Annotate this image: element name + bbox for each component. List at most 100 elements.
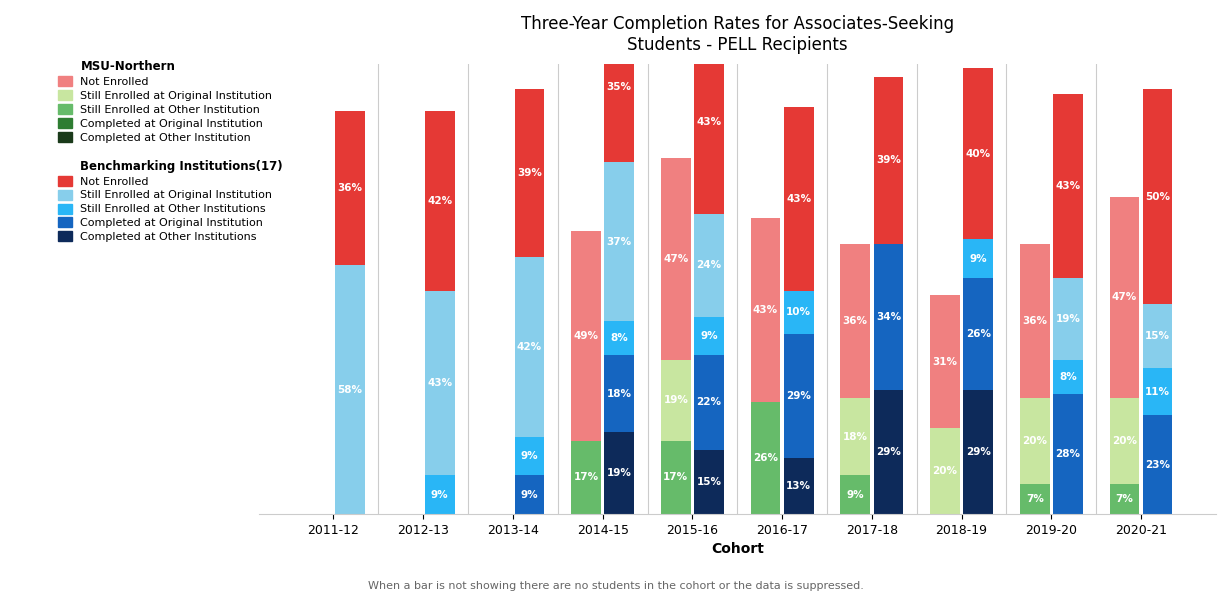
Bar — [964, 68, 993, 240]
Text: 9%: 9% — [431, 490, 448, 500]
Bar — [515, 475, 544, 514]
Bar — [694, 355, 724, 450]
Text: 35%: 35% — [607, 82, 632, 92]
Text: 9%: 9% — [700, 331, 718, 341]
Bar — [1142, 368, 1172, 415]
Bar — [571, 441, 601, 514]
Text: 15%: 15% — [1145, 331, 1171, 341]
Text: 26%: 26% — [753, 453, 778, 463]
Bar — [751, 218, 780, 402]
Text: 10%: 10% — [787, 308, 811, 317]
Text: 19%: 19% — [664, 395, 688, 405]
Text: 36%: 36% — [337, 183, 363, 193]
Text: 28%: 28% — [1055, 449, 1081, 459]
Bar — [604, 162, 634, 321]
Bar — [964, 390, 993, 514]
Bar — [874, 390, 904, 514]
Text: 26%: 26% — [965, 329, 991, 339]
Text: 39%: 39% — [517, 168, 542, 178]
Text: 37%: 37% — [607, 237, 632, 247]
Text: 20%: 20% — [1112, 436, 1137, 446]
Bar — [604, 355, 634, 433]
Bar — [1054, 359, 1083, 394]
Bar — [784, 458, 814, 514]
Bar — [694, 214, 724, 317]
Bar — [1142, 415, 1172, 514]
Bar — [694, 29, 724, 214]
Text: 40%: 40% — [965, 149, 991, 159]
Text: 9%: 9% — [521, 490, 538, 500]
Bar — [784, 107, 814, 291]
Bar — [841, 475, 870, 514]
Text: 43%: 43% — [1055, 181, 1081, 191]
Text: 20%: 20% — [933, 466, 958, 476]
Bar — [515, 89, 544, 256]
Bar — [964, 278, 993, 390]
Bar — [425, 475, 454, 514]
Text: 11%: 11% — [1145, 387, 1171, 397]
Bar — [1020, 244, 1050, 398]
Bar — [1054, 93, 1083, 278]
Text: 47%: 47% — [1112, 292, 1137, 302]
Bar — [515, 437, 544, 475]
Text: 9%: 9% — [969, 254, 987, 264]
Text: 7%: 7% — [1115, 494, 1134, 504]
Bar — [1109, 196, 1139, 398]
Legend: MSU-Northern, Not Enrolled, Still Enrolled at Original Institution, Still Enroll: MSU-Northern, Not Enrolled, Still Enroll… — [58, 60, 283, 242]
X-axis label: Cohort: Cohort — [710, 542, 763, 556]
Text: 13%: 13% — [787, 481, 811, 491]
Text: 47%: 47% — [664, 254, 688, 264]
Text: 18%: 18% — [607, 389, 632, 399]
Text: 29%: 29% — [876, 447, 901, 457]
Bar — [335, 111, 364, 265]
Bar — [604, 12, 634, 162]
Text: 8%: 8% — [1059, 372, 1077, 382]
Bar — [604, 321, 634, 355]
Bar — [571, 231, 601, 441]
Bar — [841, 398, 870, 475]
Bar — [874, 244, 904, 390]
Text: 19%: 19% — [607, 468, 632, 478]
Text: 50%: 50% — [1145, 192, 1171, 202]
Text: 34%: 34% — [876, 312, 901, 322]
Text: 17%: 17% — [574, 472, 598, 483]
Text: 24%: 24% — [697, 260, 721, 270]
Text: 43%: 43% — [753, 305, 778, 315]
Text: 49%: 49% — [574, 331, 598, 341]
Text: 31%: 31% — [933, 356, 958, 367]
Bar — [1054, 394, 1083, 514]
Bar — [964, 240, 993, 278]
Text: 20%: 20% — [1022, 436, 1048, 446]
Bar — [784, 291, 814, 334]
Bar — [694, 450, 724, 514]
Text: 43%: 43% — [427, 378, 452, 388]
Text: 7%: 7% — [1025, 494, 1044, 504]
Bar — [1109, 398, 1139, 484]
Bar — [841, 244, 870, 398]
Bar — [1020, 398, 1050, 484]
Text: 15%: 15% — [697, 477, 721, 487]
Bar — [751, 402, 780, 514]
Bar — [1142, 89, 1172, 304]
Text: 22%: 22% — [697, 397, 721, 408]
Text: When a bar is not showing there are no students in the cohort or the data is sup: When a bar is not showing there are no s… — [368, 581, 863, 591]
Text: 29%: 29% — [787, 391, 811, 401]
Bar — [1109, 484, 1139, 514]
Bar — [874, 77, 904, 244]
Text: 18%: 18% — [843, 432, 868, 441]
Text: 42%: 42% — [517, 342, 542, 352]
Bar — [515, 256, 544, 437]
Text: 17%: 17% — [664, 472, 688, 483]
Bar — [931, 428, 960, 514]
Title: Three-Year Completion Rates for Associates-Seeking
Students - PELL Recipients: Three-Year Completion Rates for Associat… — [521, 15, 954, 54]
Bar — [1020, 484, 1050, 514]
Text: 9%: 9% — [521, 451, 538, 461]
Bar — [784, 334, 814, 458]
Bar — [425, 111, 454, 291]
Text: 42%: 42% — [427, 196, 452, 206]
Text: 36%: 36% — [1022, 316, 1048, 326]
Bar — [694, 317, 724, 355]
Text: 19%: 19% — [1055, 314, 1081, 324]
Bar — [1054, 278, 1083, 359]
Bar — [1142, 304, 1172, 368]
